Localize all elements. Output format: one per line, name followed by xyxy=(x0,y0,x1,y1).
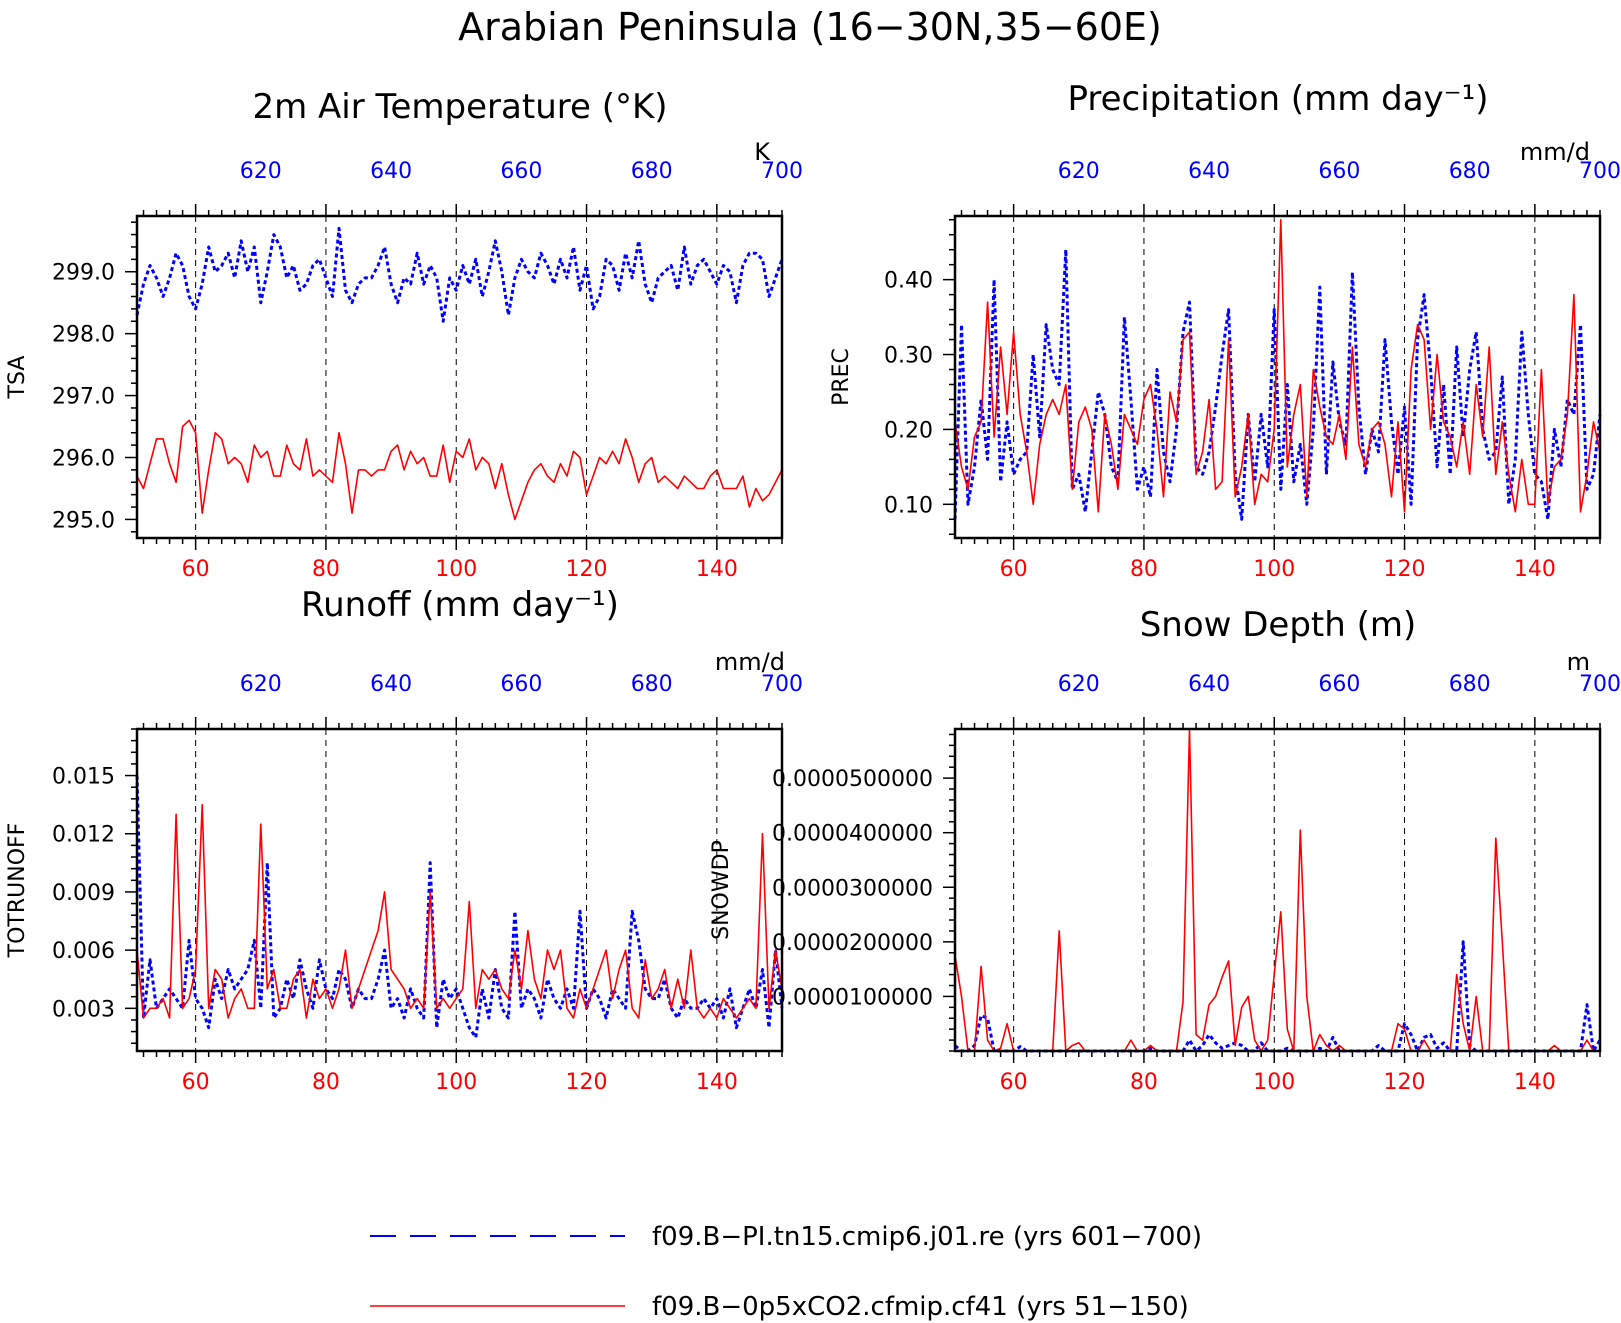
y-axis-label: TSA xyxy=(5,356,30,400)
series-line-red xyxy=(136,419,783,521)
x-tick-label-top: 660 xyxy=(1318,159,1360,184)
x-tick-label-bottom: 140 xyxy=(1514,557,1556,582)
series-line-red xyxy=(136,803,783,1019)
panel-tsa: 2m Air Temperature (°K) K TSA 60 80 100 120 140… xyxy=(5,87,803,582)
x-tick-label-top: 620 xyxy=(240,672,282,697)
x-tick-label-bottom: 80 xyxy=(1130,1070,1158,1095)
plot-frame xyxy=(135,214,784,540)
x-tick-label-bottom: 60 xyxy=(182,1070,210,1095)
x-tick-label-bottom: 100 xyxy=(435,557,477,582)
x-tick-label-top: 620 xyxy=(1058,159,1100,184)
x-tick-label-bottom: 80 xyxy=(1130,557,1158,582)
panel-snowdp: Snow Depth (m) m SNOWDP 60 80 100 120 140 620 640… xyxy=(709,605,1621,1095)
x-tick-label-top: 640 xyxy=(370,159,412,184)
y-tick-label: 297.0 xyxy=(52,385,115,410)
x-tick-label-bottom: 100 xyxy=(1253,557,1295,582)
y-tick-label: 0.012 xyxy=(52,823,115,848)
x-tick-label-bottom: 140 xyxy=(696,1070,738,1095)
x-tick-label-top: 700 xyxy=(1579,672,1621,697)
x-tick-label-bottom: 120 xyxy=(1384,1070,1426,1095)
x-tick-label-top: 660 xyxy=(500,159,542,184)
plot-panels: 2m Air Temperature (°K) K TSA 60 80 100 120 140… xyxy=(5,79,1621,1095)
legend-label: f09.B−PI.tn15.cmip6.j01.re (yrs 601−700) xyxy=(652,1222,1202,1252)
x-tick-label-bottom: 100 xyxy=(1253,1070,1295,1095)
y-tick-label: 295.0 xyxy=(52,508,115,533)
x-tick-label-bottom: 60 xyxy=(1000,1070,1028,1095)
y-tick-label: 0.30 xyxy=(884,344,933,369)
x-tick-label-bottom: 100 xyxy=(435,1070,477,1095)
series-line-blue xyxy=(953,248,1602,521)
x-tick-label-top: 680 xyxy=(1449,159,1491,184)
plot-frame xyxy=(135,727,784,1053)
y-tick-label: 0.0000500000 xyxy=(772,767,933,792)
x-tick-label-bottom: 60 xyxy=(1000,557,1028,582)
y-axis-label: SNOWDP xyxy=(709,840,734,940)
x-tick-label-top: 680 xyxy=(1449,672,1491,697)
x-tick-label-top: 700 xyxy=(761,159,803,184)
x-tick-label-bottom: 120 xyxy=(1384,557,1426,582)
legend-item: f09.B−PI.tn15.cmip6.j01.re (yrs 601−700) xyxy=(370,1222,1202,1252)
panel-units: mm/d xyxy=(1520,138,1590,166)
series-line-red xyxy=(954,218,1601,513)
x-tick-label-bottom: 60 xyxy=(182,557,210,582)
x-tick-label-bottom: 80 xyxy=(312,557,340,582)
x-tick-label-bottom: 80 xyxy=(312,1070,340,1095)
y-tick-label: 296.0 xyxy=(52,447,115,472)
series-line-blue xyxy=(135,226,784,323)
y-tick-label: 0.006 xyxy=(52,939,115,964)
y-tick-label: 0.0000200000 xyxy=(772,931,933,956)
y-tick-label: 298.0 xyxy=(52,323,115,348)
legend-item: f09.B−0p5xCO2.cfmip.cf41 (yrs 51−150) xyxy=(370,1292,1189,1322)
panel-title: Snow Depth (m) xyxy=(1140,605,1417,645)
panel-title: Precipitation (mm day⁻¹) xyxy=(1067,79,1488,119)
figure-title: Arabian Peninsula (16−30N,35−60E) xyxy=(458,5,1162,49)
y-axis-label: TOTRUNOFF xyxy=(5,823,30,959)
x-tick-label-top: 680 xyxy=(631,672,673,697)
y-tick-label: 0.0000300000 xyxy=(772,876,933,901)
x-tick-label-top: 640 xyxy=(1188,672,1230,697)
x-tick-label-top: 640 xyxy=(1188,159,1230,184)
legend: f09.B−PI.tn15.cmip6.j01.re (yrs 601−700)… xyxy=(370,1222,1202,1322)
x-tick-label-top: 700 xyxy=(1579,159,1621,184)
y-tick-label: 299.0 xyxy=(52,261,115,286)
x-tick-label-top: 620 xyxy=(240,159,282,184)
x-tick-label-top: 620 xyxy=(1058,672,1100,697)
y-tick-label: 0.40 xyxy=(884,269,933,294)
plot-frame xyxy=(953,214,1602,540)
panel-prec: Precipitation (mm day⁻¹) mm/d PREC 60 80 100 1… xyxy=(829,79,1621,582)
panel-title: 2m Air Temperature (°K) xyxy=(252,87,667,127)
x-tick-label-top: 700 xyxy=(761,672,803,697)
panel-totrunoff: Runoff (mm day⁻¹) mm/d TOTRUNOFF 60 80 100 120… xyxy=(5,585,803,1095)
y-tick-label: 0.009 xyxy=(52,881,115,906)
y-tick-label: 0.20 xyxy=(884,418,933,443)
y-tick-label: 0.0000400000 xyxy=(772,822,933,847)
y-tick-label: 0.0000100000 xyxy=(772,985,933,1010)
x-tick-label-top: 660 xyxy=(500,672,542,697)
y-axis-label: PREC xyxy=(829,348,854,406)
x-tick-label-top: 640 xyxy=(370,672,412,697)
panel-units: K xyxy=(754,138,771,166)
panel-units: m xyxy=(1567,648,1590,676)
series-line-red xyxy=(954,728,1600,1052)
x-tick-label-bottom: 120 xyxy=(566,1070,608,1095)
x-tick-label-bottom: 140 xyxy=(696,557,738,582)
panel-units: mm/d xyxy=(715,648,785,676)
x-tick-label-bottom: 140 xyxy=(1514,1070,1556,1095)
y-tick-label: 0.015 xyxy=(52,765,115,790)
x-tick-label-top: 680 xyxy=(631,159,673,184)
legend-label: f09.B−0p5xCO2.cfmip.cf41 (yrs 51−150) xyxy=(652,1292,1189,1322)
x-tick-label-top: 660 xyxy=(1318,672,1360,697)
x-tick-label-bottom: 120 xyxy=(566,557,608,582)
y-tick-label: 0.003 xyxy=(52,997,115,1022)
plot-frame xyxy=(953,727,1602,1053)
y-tick-label: 0.10 xyxy=(884,493,933,518)
panel-title: Runoff (mm day⁻¹) xyxy=(301,585,619,625)
